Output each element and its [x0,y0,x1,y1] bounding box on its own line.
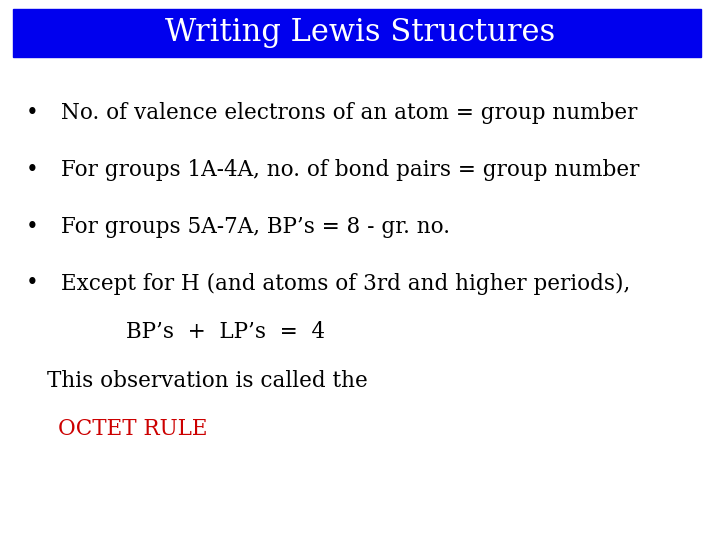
Text: BP’s  +  LP’s  =  4: BP’s + LP’s = 4 [126,321,325,343]
Text: Except for H (and atoms of 3rd and higher periods),: Except for H (and atoms of 3rd and highe… [61,273,631,294]
Text: OCTET RULE: OCTET RULE [58,418,207,440]
Text: •: • [26,273,39,294]
Text: •: • [26,159,39,181]
Text: For groups 5A-7A, BP’s = 8 - gr. no.: For groups 5A-7A, BP’s = 8 - gr. no. [61,216,450,238]
Text: This observation is called the: This observation is called the [47,370,367,392]
Text: Writing Lewis Structures: Writing Lewis Structures [165,17,555,49]
Text: •: • [26,103,39,124]
Text: •: • [26,216,39,238]
Text: For groups 1A-4A, no. of bond pairs = group number: For groups 1A-4A, no. of bond pairs = gr… [61,159,639,181]
FancyBboxPatch shape [13,9,701,57]
Text: No. of valence electrons of an atom = group number: No. of valence electrons of an atom = gr… [61,103,638,124]
